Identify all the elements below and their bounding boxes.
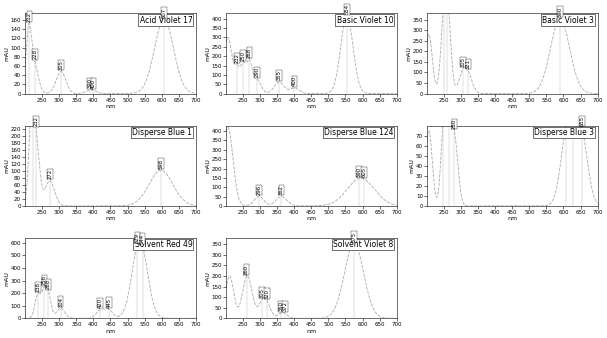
Text: 232: 232 (33, 116, 39, 126)
Text: 590: 590 (357, 167, 362, 177)
Text: 258: 258 (0, 337, 1, 338)
Text: 250: 250 (241, 50, 246, 61)
Y-axis label: mAU: mAU (4, 158, 9, 173)
Text: 544: 544 (140, 234, 145, 244)
Text: 260: 260 (244, 265, 249, 275)
X-axis label: nm: nm (307, 104, 316, 109)
Text: Solvent Red 49: Solvent Red 49 (135, 240, 192, 249)
X-axis label: nm: nm (507, 104, 517, 109)
Text: 232: 232 (234, 53, 240, 63)
Text: 304: 304 (58, 297, 63, 307)
Text: 529: 529 (135, 233, 140, 243)
Text: 554: 554 (344, 4, 350, 14)
Text: 598: 598 (158, 159, 163, 169)
Text: 272: 272 (47, 169, 52, 179)
Text: 268: 268 (46, 279, 51, 289)
Text: 420: 420 (98, 298, 103, 308)
Y-axis label: mAU: mAU (410, 158, 415, 173)
Text: Basic Violet 3: Basic Violet 3 (542, 16, 594, 25)
Text: 400: 400 (91, 79, 96, 89)
Text: Disperse Blue 124: Disperse Blue 124 (324, 128, 393, 137)
Text: Acid Violet 17: Acid Violet 17 (140, 16, 192, 25)
Text: 400: 400 (292, 76, 297, 86)
Text: Basic Violet 10: Basic Violet 10 (337, 16, 393, 25)
Text: 390: 390 (87, 78, 92, 88)
X-axis label: nm: nm (507, 216, 517, 221)
Text: 228: 228 (32, 49, 37, 59)
Text: 305: 305 (58, 60, 64, 70)
Text: 607: 607 (161, 7, 166, 18)
Text: 362: 362 (279, 185, 284, 195)
Text: 250: 250 (0, 337, 1, 338)
Text: 605: 605 (362, 167, 367, 177)
Text: Disperse Blue 3: Disperse Blue 3 (534, 128, 594, 137)
Text: 248: 248 (0, 337, 1, 338)
Text: 290: 290 (254, 67, 259, 77)
Y-axis label: mAU: mAU (4, 271, 9, 286)
Text: 238: 238 (36, 282, 41, 292)
Text: 305: 305 (259, 288, 265, 297)
X-axis label: nm: nm (106, 216, 115, 221)
Text: 372: 372 (282, 301, 287, 311)
Y-axis label: mAU: mAU (205, 271, 210, 286)
Text: Solvent Violet 8: Solvent Violet 8 (333, 240, 393, 249)
Y-axis label: mAU: mAU (205, 46, 210, 61)
Y-axis label: mAU: mAU (205, 158, 210, 173)
Text: 360: 360 (278, 301, 283, 311)
Text: 590: 590 (558, 7, 563, 17)
Text: 321: 321 (466, 59, 471, 69)
Text: 268: 268 (247, 48, 252, 58)
Text: 355: 355 (277, 70, 282, 80)
Text: 256: 256 (42, 275, 47, 285)
Text: 222: 222 (0, 337, 1, 338)
Text: 607: 607 (0, 337, 1, 338)
Text: Disperse Blue 1: Disperse Blue 1 (132, 128, 192, 137)
X-axis label: nm: nm (307, 329, 316, 334)
X-axis label: nm: nm (106, 329, 115, 334)
Text: 212: 212 (27, 12, 32, 22)
Text: 575: 575 (351, 232, 356, 242)
Text: 320: 320 (265, 289, 270, 299)
Text: 296: 296 (256, 185, 262, 195)
Text: 628: 628 (0, 337, 1, 338)
Text: 655: 655 (580, 116, 585, 126)
X-axis label: nm: nm (106, 104, 115, 109)
Y-axis label: mAU: mAU (406, 46, 411, 61)
Text: 264: 264 (0, 337, 1, 338)
X-axis label: nm: nm (307, 216, 316, 221)
Y-axis label: mAU: mAU (4, 46, 9, 61)
Text: 280: 280 (452, 119, 457, 129)
Text: 445: 445 (106, 297, 111, 308)
Text: 305: 305 (461, 57, 466, 67)
